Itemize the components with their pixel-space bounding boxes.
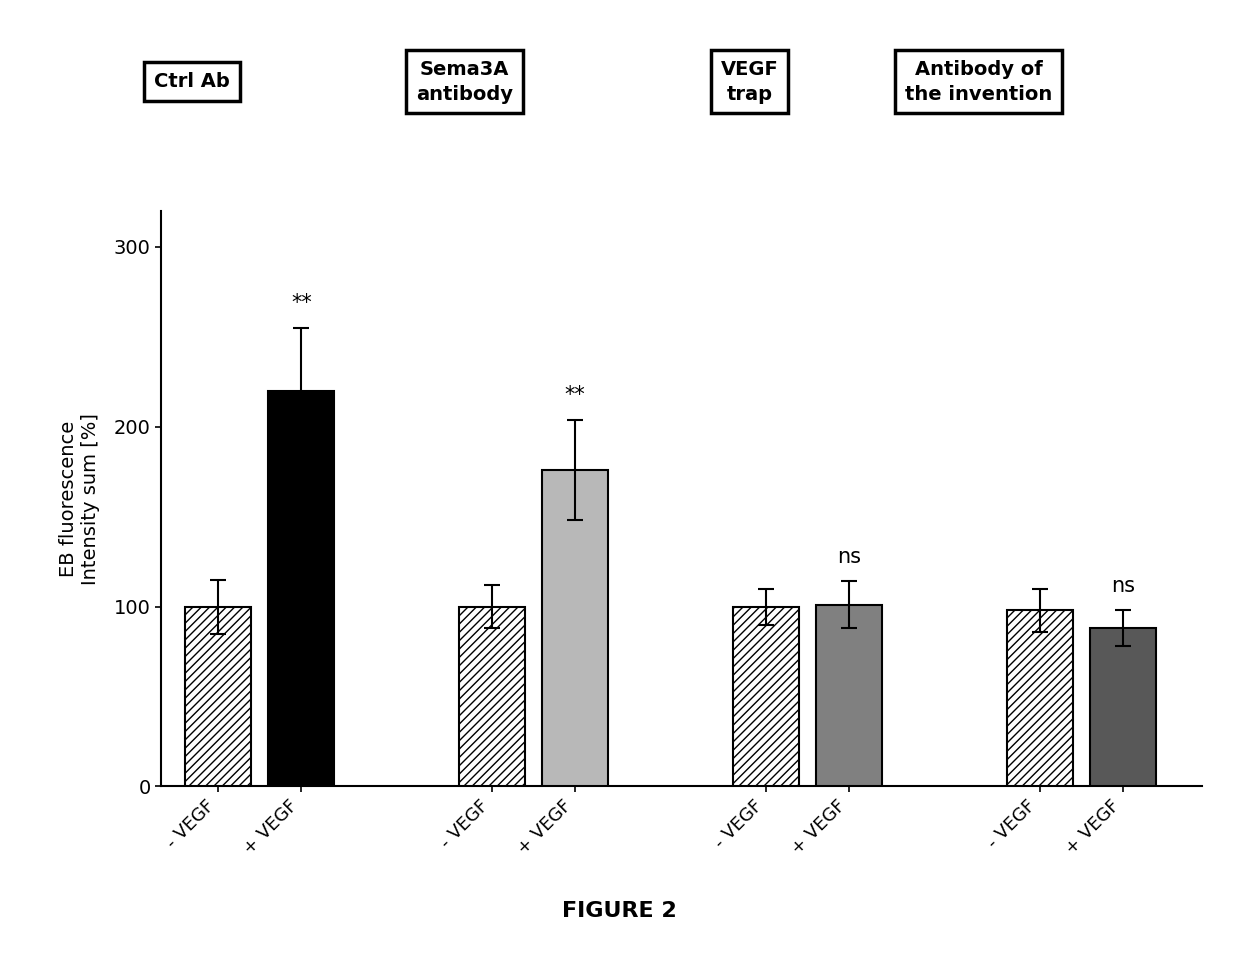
Bar (1090, 628, 1156, 786)
Text: **: ** (565, 386, 586, 405)
Text: FIGURE 2: FIGURE 2 (563, 901, 676, 921)
Bar (733, 607, 799, 786)
Bar (460, 607, 525, 786)
Text: Sema3A
antibody: Sema3A antibody (416, 59, 513, 104)
Text: Ctrl Ab: Ctrl Ab (154, 72, 230, 91)
Text: Antibody of
the invention: Antibody of the invention (906, 59, 1052, 104)
Bar (269, 391, 335, 786)
Bar (543, 470, 608, 786)
Text: **: ** (291, 293, 312, 314)
Text: ns: ns (1111, 575, 1135, 596)
Text: VEGF
trap: VEGF trap (721, 59, 778, 104)
Text: ns: ns (838, 547, 861, 567)
Bar (1007, 610, 1073, 786)
Bar (185, 607, 252, 786)
Bar (817, 605, 882, 786)
Y-axis label: EB fluorescence
Intensity sum [%]: EB fluorescence Intensity sum [%] (59, 412, 100, 585)
